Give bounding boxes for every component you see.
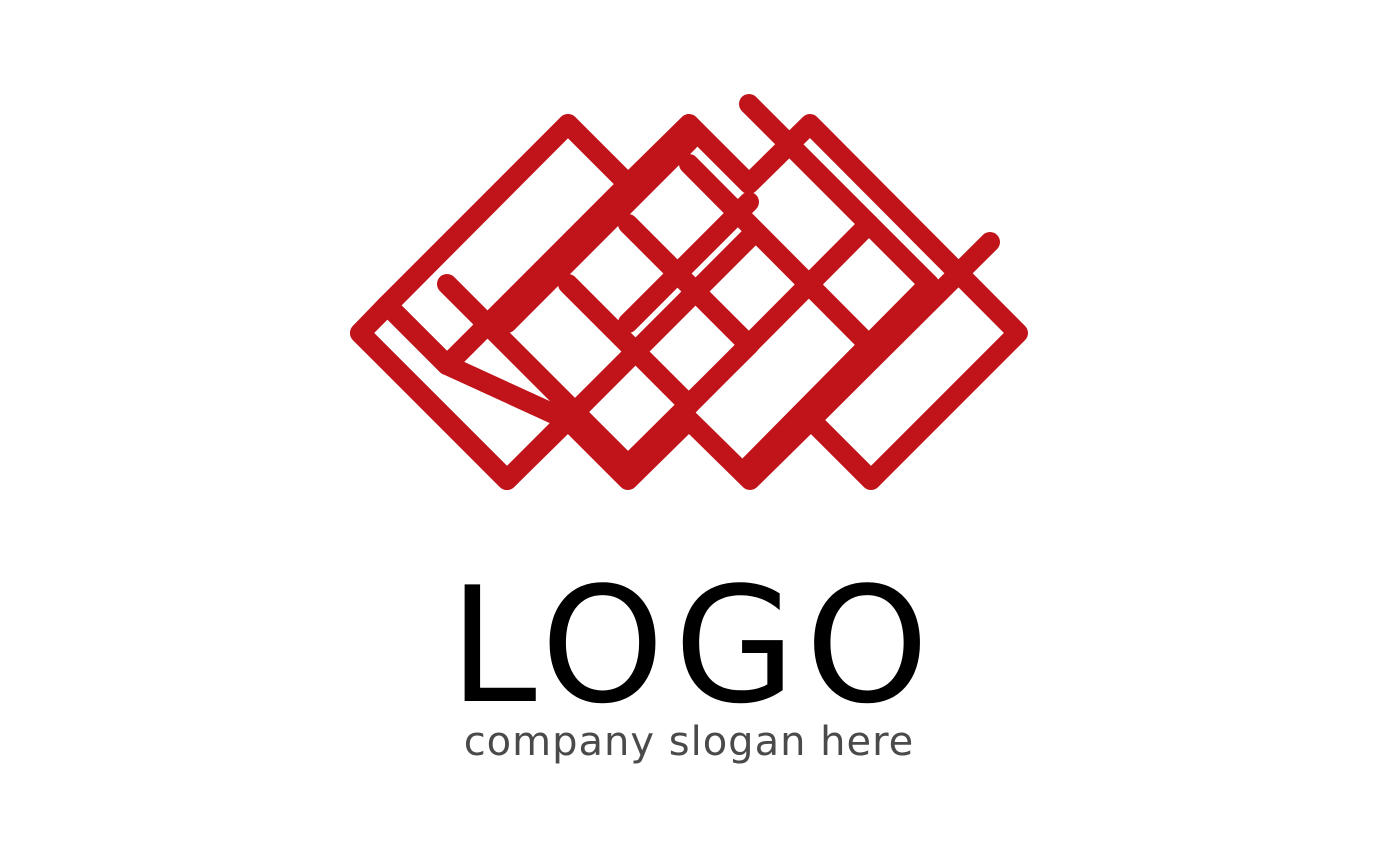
company-slogan: company slogan here: [463, 719, 915, 765]
logo-text: LOGO: [449, 552, 939, 739]
